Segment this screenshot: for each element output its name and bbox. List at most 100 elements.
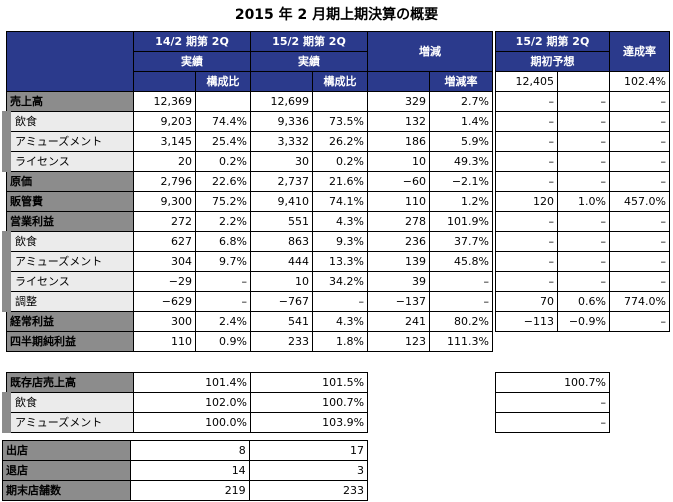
table-row: – – – (495, 91, 670, 112)
row-label: ライセンス (2, 271, 134, 292)
value-cell: 219 (130, 480, 250, 501)
value-cell (312, 91, 368, 112)
value-cell: – (312, 291, 368, 312)
period-header: 14/2 期第 2Q (133, 31, 251, 52)
header-row: 構成比 構成比 増減率 (7, 71, 493, 92)
value-cell: 12,405 (495, 71, 558, 92)
value-cell: 110 (133, 331, 196, 352)
value-cell: – (609, 271, 670, 292)
value-cell: 74.1% (312, 191, 368, 212)
value-cell: 627 (133, 231, 196, 252)
table-row: 飲食 9,203 74.4% 9,336 73.5% 132 1.4% (2, 111, 493, 132)
value-cell: 101.5% (250, 372, 369, 393)
table-row: 経常利益 300 2.4% 541 4.3% 241 80.2% (6, 311, 493, 332)
value-cell: 1.8% (312, 331, 368, 352)
value-cell: 21.6% (312, 171, 368, 192)
value-cell: 103.9% (250, 412, 369, 433)
value-cell: 2.4% (195, 311, 251, 332)
value-cell: 0.2% (195, 151, 251, 172)
value-cell: −137 (367, 291, 430, 312)
value-cell: 45.8% (429, 251, 493, 272)
row-label: アミューズメント (2, 251, 134, 272)
row-label: アミューズメント (2, 131, 134, 152)
value-cell: 863 (250, 231, 313, 252)
forecast-table: 15/2 期第 2Q 達成率 期初予想 12,405 102.4% – – – – – – – – – – –… (495, 31, 670, 332)
table-row: −113 −0.9% – (495, 311, 670, 332)
forecast-header: 期初予想 (495, 51, 610, 72)
row-label: アミューズメント (2, 412, 134, 433)
actual-header: 実績 (250, 51, 368, 72)
value-cell: 34.2% (312, 271, 368, 292)
value-cell: −113 (495, 311, 558, 332)
value-cell: – (557, 211, 610, 232)
table-row: 70 0.6% 774.0% (495, 291, 670, 312)
table-row: – – – (495, 111, 670, 132)
value-cell: 37.7% (429, 231, 493, 252)
value-cell: 74.4% (195, 111, 251, 132)
value-cell: – (495, 111, 558, 132)
value-cell: 102.4% (609, 71, 670, 92)
table-row: 期末店舗数 219 233 (1, 480, 369, 501)
value-cell: 304 (133, 251, 196, 272)
table-row: – – – (495, 251, 670, 272)
value-cell: 139 (367, 251, 430, 272)
value-cell: – (557, 231, 610, 252)
value-cell: 2.2% (195, 211, 251, 232)
value-cell: 10 (367, 151, 430, 172)
ratio-header: 構成比 (312, 71, 368, 92)
value-cell: 39 (367, 271, 430, 292)
value-cell: 70 (495, 291, 558, 312)
value-cell: – (495, 271, 558, 292)
value-cell: 100.0% (132, 412, 252, 433)
blank-header-cell (250, 71, 313, 92)
table-row: ライセンス 20 0.2% 30 0.2% 10 49.3% (2, 151, 493, 172)
value-cell: 30 (250, 151, 313, 172)
value-cell: – (494, 392, 611, 413)
value-cell: 22.6% (195, 171, 251, 192)
header-row: 14/2 期第 2Q 15/2 期第 2Q 増減 (6, 31, 493, 92)
row-label: 経常利益 (6, 311, 134, 332)
table-row: 12,405 102.4% (495, 71, 670, 92)
row-label: 期末店舗数 (1, 480, 132, 501)
value-cell: 13.3% (312, 251, 368, 272)
period-header: 15/2 期第 2Q (250, 31, 368, 52)
value-cell: 1.2% (429, 191, 493, 212)
value-cell: 1.4% (429, 111, 493, 132)
value-cell: – (557, 151, 610, 172)
value-cell: 0.2% (312, 151, 368, 172)
value-cell: – (495, 91, 558, 112)
value-cell: – (495, 211, 558, 232)
value-cell: 10 (250, 271, 313, 292)
value-cell: 9.7% (195, 251, 251, 272)
value-cell: 80.2% (429, 311, 493, 332)
table-row: – (494, 392, 611, 413)
value-cell: 9,300 (133, 191, 196, 212)
table-row: 営業利益 272 2.2% 551 4.3% 278 101.9% (6, 211, 493, 232)
value-cell: 551 (250, 211, 313, 232)
value-cell: 25.4% (195, 131, 251, 152)
table-row: – – – (495, 231, 670, 252)
actual-header: 実績 (133, 51, 251, 72)
value-cell: – (557, 251, 610, 272)
table-row: アミューズメント 100.0% 103.9% (2, 412, 369, 433)
value-cell: 3,332 (250, 131, 313, 152)
table-row: – (494, 412, 611, 433)
row-label: 売上高 (6, 91, 134, 112)
table-row: – – – (495, 211, 670, 232)
value-cell: −767 (250, 291, 313, 312)
value-cell: – (195, 271, 251, 292)
value-cell: – (609, 211, 670, 232)
row-label: 販管費 (6, 191, 134, 212)
value-cell: 541 (250, 311, 313, 332)
value-cell: – (495, 231, 558, 252)
value-cell: 73.5% (312, 111, 368, 132)
table-row: 飲食 627 6.8% 863 9.3% 236 37.7% (2, 231, 493, 252)
value-cell: – (557, 111, 610, 132)
value-cell: – (195, 291, 251, 312)
table-row: 調整 −629– −767– −137– (2, 291, 493, 312)
value-cell: 14 (130, 460, 250, 481)
value-cell: – (495, 251, 558, 272)
row-label: 飲食 (2, 111, 134, 132)
row-label: 四半期純利益 (6, 331, 134, 352)
value-cell: −0.9% (557, 311, 610, 332)
